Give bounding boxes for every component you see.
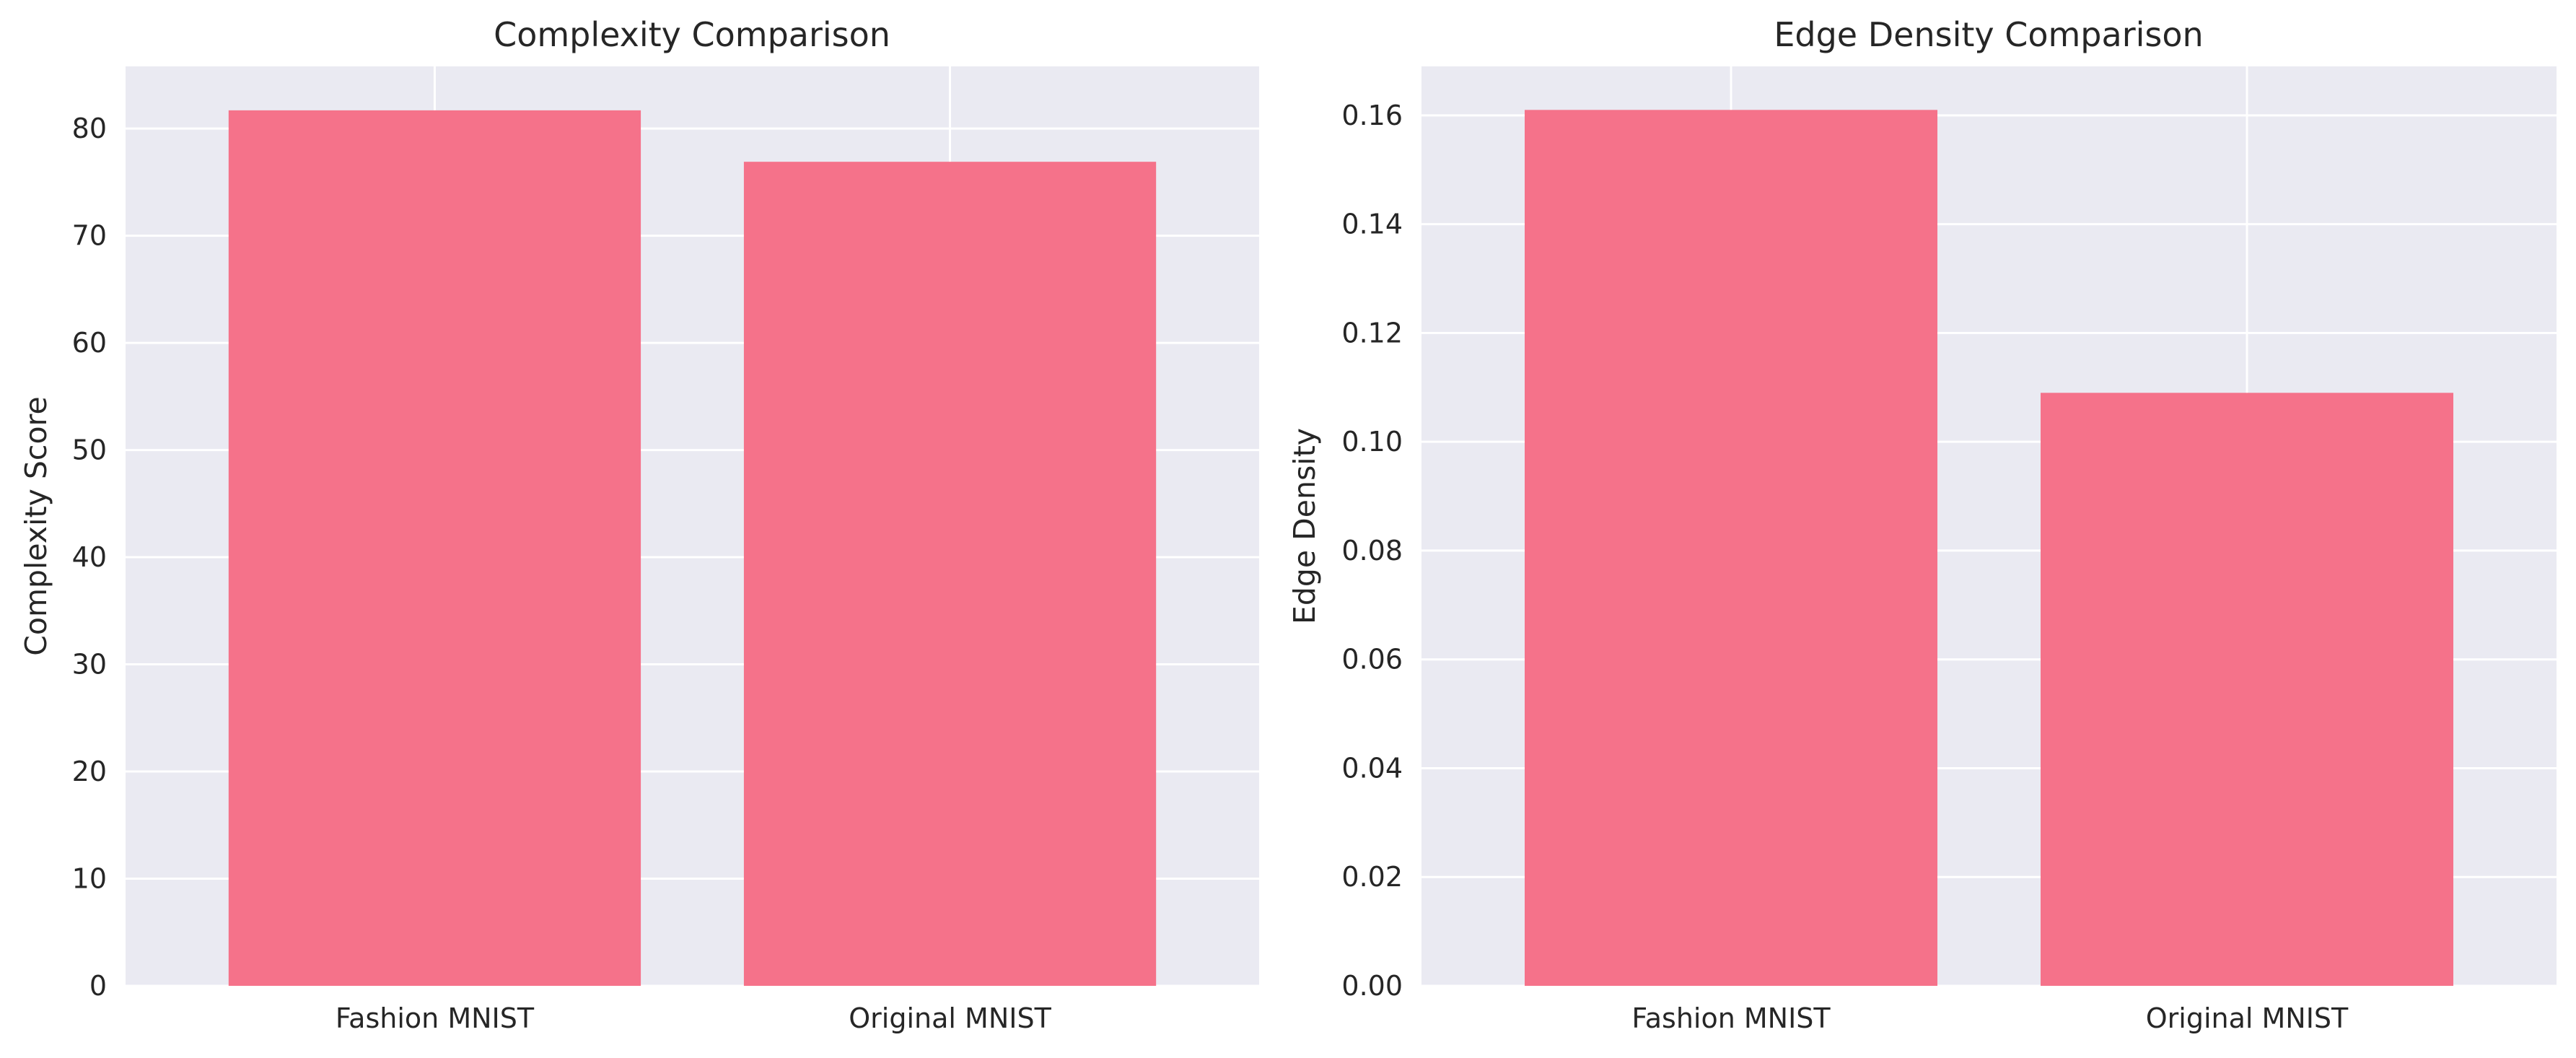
complexity-y-axis-label: Complexity Score	[19, 396, 53, 655]
y-tick-label: 0.04	[1341, 752, 1403, 784]
edge-density-y-axis-label: Edge Density	[1287, 428, 1322, 624]
complexity-y-ticks: 0 10 20 30 40 50 60 70 80	[72, 113, 107, 1002]
y-tick-label: 0.06	[1341, 644, 1403, 676]
y-tick-label: 0.16	[1341, 100, 1403, 131]
y-tick-label: 0.10	[1341, 426, 1403, 458]
complexity-x-ticks: Fashion MNIST Original MNIST	[336, 1002, 1052, 1034]
y-tick-label: 0.08	[1341, 535, 1403, 567]
edge-density-bars	[1525, 110, 2453, 986]
y-tick-label: 80	[72, 113, 107, 144]
x-tick-label: Fashion MNIST	[1631, 1002, 1831, 1034]
bar	[2041, 393, 2453, 986]
edge-density-title: Edge Density Comparison	[1774, 15, 2203, 54]
y-tick-label: 70	[72, 220, 107, 252]
bar	[743, 162, 1157, 987]
complexity-chart: 0 10 20 30 40 50 60 70 80 Fashion MNIST Original …	[19, 15, 1259, 1034]
y-tick-label: 0.00	[1341, 970, 1403, 1002]
bar	[228, 110, 641, 986]
complexity-title: Complexity Comparison	[494, 15, 890, 54]
x-tick-label: Original MNIST	[849, 1002, 1051, 1034]
complexity-bars	[228, 110, 1157, 987]
y-tick-label: 30	[72, 649, 107, 681]
bar	[1525, 110, 1937, 986]
edge-density-y-ticks: 0.00 0.02 0.04 0.06 0.08 0.10 0.12 0.14 0.16	[1341, 100, 1403, 1002]
edge-density-x-ticks: Fashion MNIST Original MNIST	[1631, 1002, 2349, 1034]
x-tick-label: Fashion MNIST	[336, 1002, 535, 1034]
y-tick-label: 0.14	[1341, 209, 1403, 240]
y-tick-label: 0	[89, 970, 107, 1002]
y-tick-label: 20	[72, 756, 107, 787]
y-tick-label: 0.02	[1341, 861, 1403, 893]
y-tick-label: 0.12	[1341, 317, 1403, 349]
x-tick-label: Original MNIST	[2146, 1002, 2349, 1034]
y-tick-label: 50	[72, 434, 107, 466]
y-tick-label: 60	[72, 327, 107, 359]
edge-density-chart: 0.00 0.02 0.04 0.06 0.08 0.10 0.12 0.14 0.16 Fas…	[1287, 15, 2557, 1034]
y-tick-label: 40	[72, 541, 107, 573]
y-tick-label: 10	[72, 863, 107, 895]
